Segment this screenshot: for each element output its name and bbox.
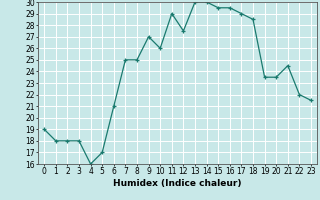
X-axis label: Humidex (Indice chaleur): Humidex (Indice chaleur)	[113, 179, 242, 188]
